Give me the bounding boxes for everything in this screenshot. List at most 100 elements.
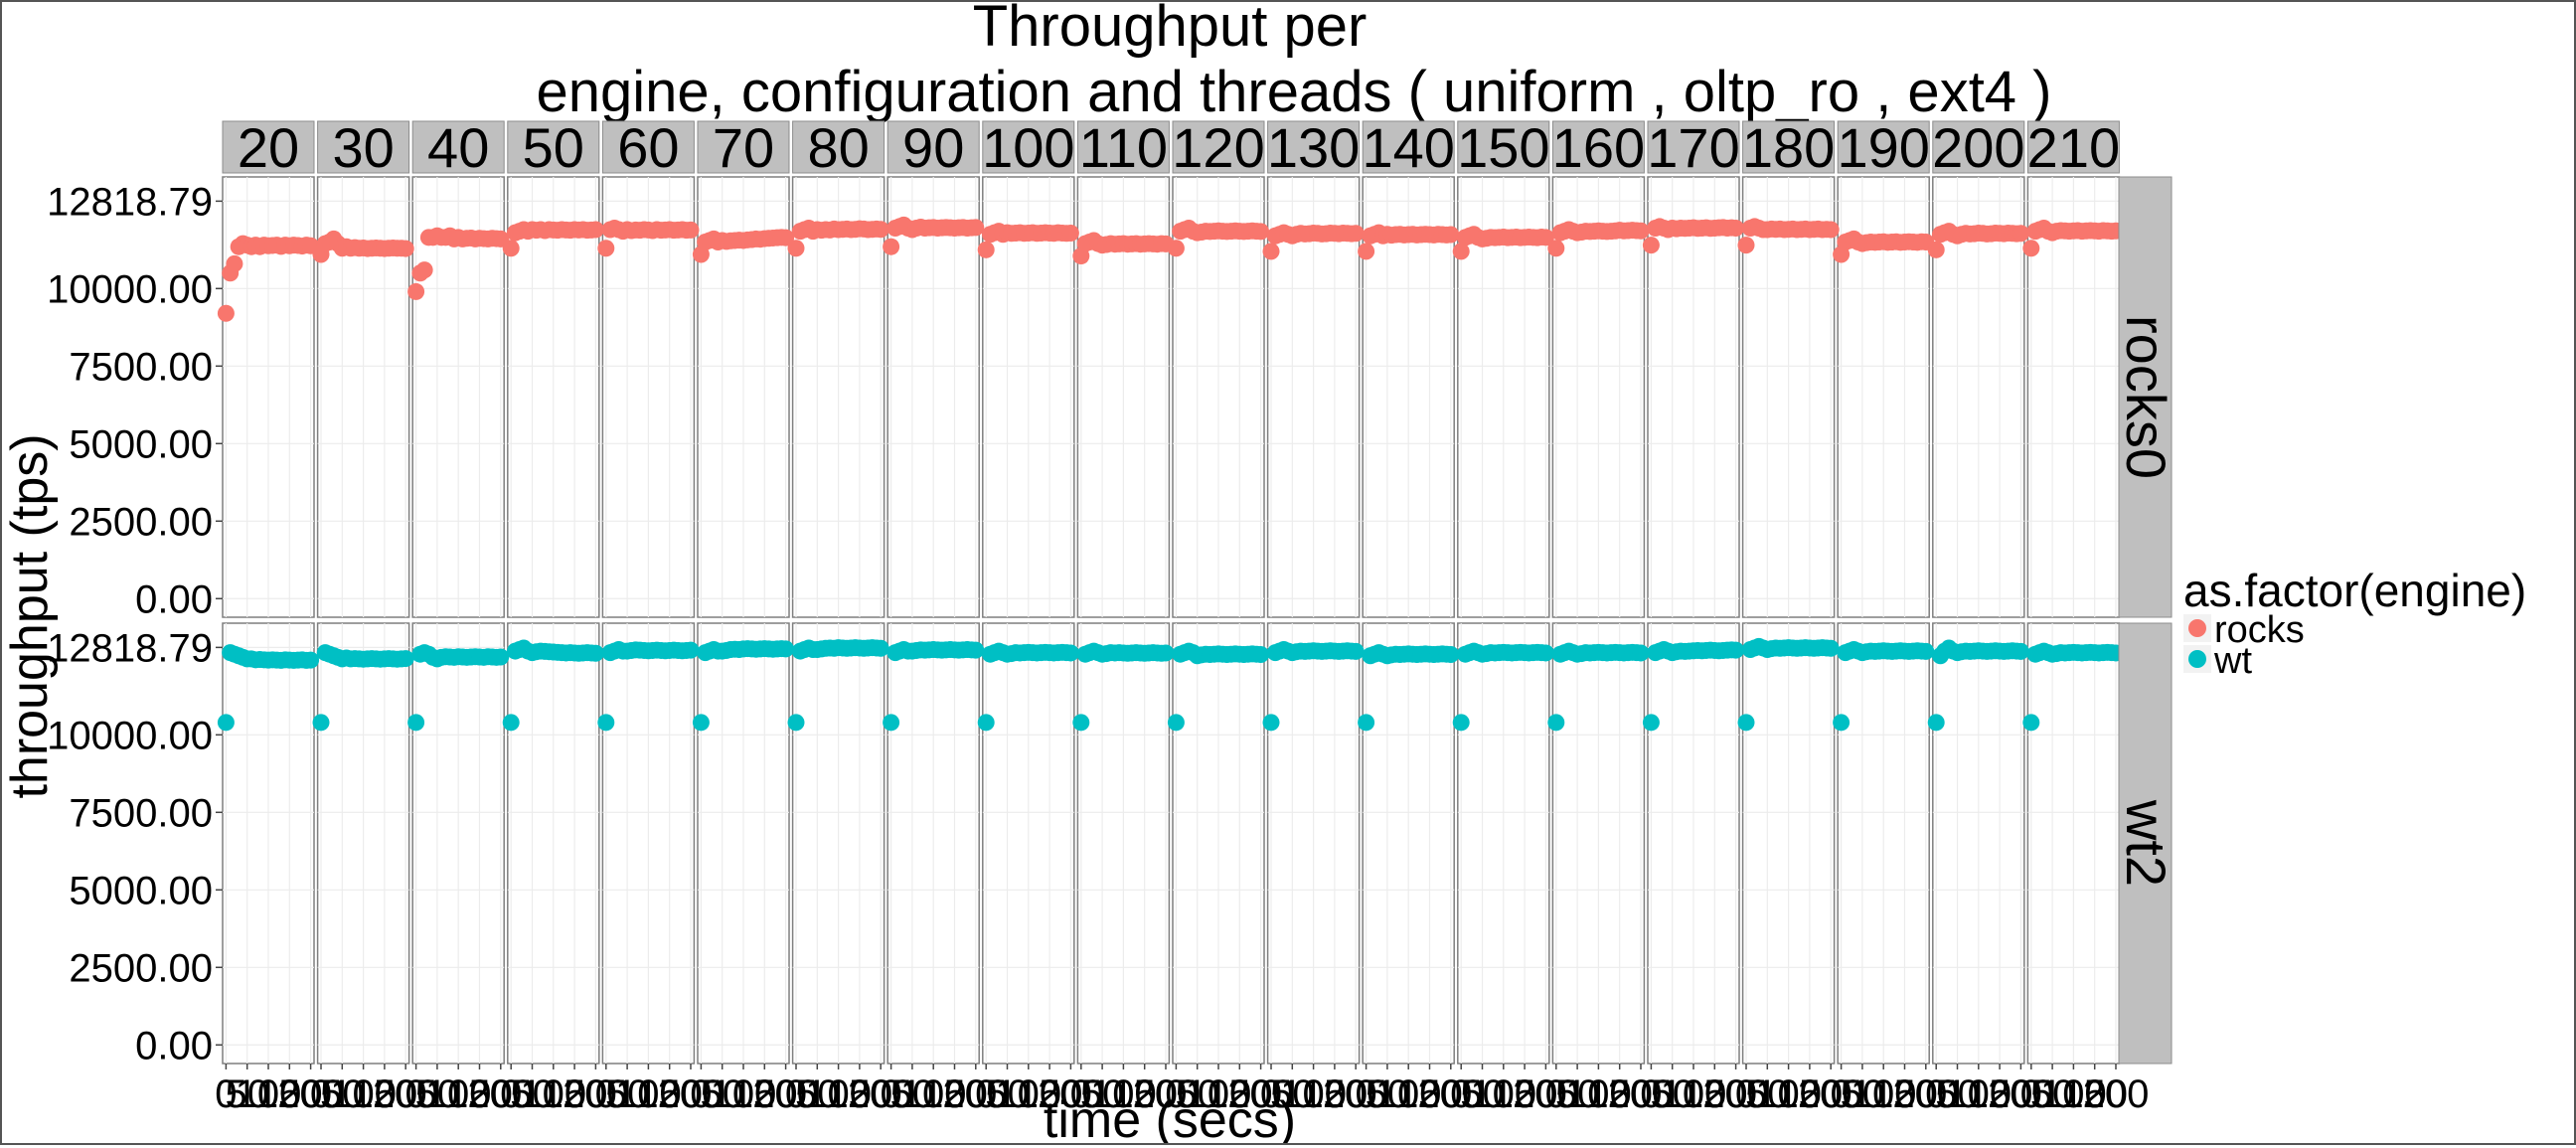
x-tick-label: 0 xyxy=(500,1072,522,1116)
data-point xyxy=(1358,243,1375,260)
data-point xyxy=(1547,240,1565,257)
x-tick-label: 0 xyxy=(1735,1072,1757,1116)
column-strip-label: 40 xyxy=(427,116,489,179)
x-tick-label: 100 xyxy=(425,1072,492,1116)
data-point xyxy=(883,238,900,255)
x-tick-label: 150 xyxy=(731,1072,798,1116)
x-tick-label: 200 xyxy=(2083,1072,2150,1116)
facet-strips: rocks0 wt2 20 30 40 50 60 70 80 90 100 110 120 130 140… xyxy=(222,116,2177,1065)
x-tick-label: 200 xyxy=(848,1072,914,1116)
column-strip xyxy=(1551,120,1645,174)
column-strip-label: 130 xyxy=(1267,116,1360,179)
column-strip-label: 150 xyxy=(1457,116,1549,179)
column-strip xyxy=(1362,120,1455,174)
column-strip-label: 200 xyxy=(1932,116,2024,179)
data-point xyxy=(597,240,615,257)
x-tick-label: 50 xyxy=(2030,1072,2075,1116)
data-point xyxy=(1072,714,1090,732)
x-tick-label: 100 xyxy=(1280,1072,1347,1116)
data-point xyxy=(1157,644,1175,662)
data-point xyxy=(415,261,433,279)
column-strip-label: 50 xyxy=(523,116,584,179)
x-tick-label: 50 xyxy=(1745,1072,1790,1116)
data-point xyxy=(1262,714,1280,732)
column-strip xyxy=(1647,120,1740,174)
x-tick-label: 50 xyxy=(415,1072,460,1116)
x-tick-label: 50 xyxy=(1935,1072,1980,1116)
x-tick-label: 50 xyxy=(890,1072,935,1116)
column-strip xyxy=(1172,120,1265,174)
x-tick-label: 50 xyxy=(985,1072,1030,1116)
data-point xyxy=(1642,714,1660,732)
x-tick-label: 200 xyxy=(1608,1072,1675,1116)
x-tick-label: 100 xyxy=(1661,1072,1727,1116)
column-strip xyxy=(886,120,980,174)
data-point xyxy=(1737,237,1755,254)
x-tick-label: 50 xyxy=(700,1072,744,1116)
facet-panels xyxy=(217,176,2125,1065)
data-point xyxy=(1262,243,1280,260)
x-tick-label: 150 xyxy=(636,1072,703,1116)
data-point xyxy=(967,219,985,237)
column-strip-label: 80 xyxy=(807,116,869,179)
data-point xyxy=(302,651,320,669)
data-point xyxy=(1737,714,1755,732)
data-point xyxy=(787,714,805,732)
x-tick-label: 150 xyxy=(1586,1072,1653,1116)
data-point xyxy=(2022,714,2040,732)
column-strip-label: 90 xyxy=(902,116,964,179)
x-tick-label: 50 xyxy=(1650,1072,1694,1116)
x-tick-label: 150 xyxy=(1302,1072,1368,1116)
data-point xyxy=(1727,641,1745,659)
x-tick-label: 100 xyxy=(1090,1072,1157,1116)
column-strip xyxy=(1932,120,2025,174)
x-tick-label: 200 xyxy=(1798,1072,1864,1116)
data-point xyxy=(1167,714,1185,732)
data-point xyxy=(407,714,425,732)
data-point xyxy=(226,254,243,272)
data-point xyxy=(682,221,700,239)
y-axis-label: throughput (tps) xyxy=(2,433,59,798)
y-tick-label: 10000.00 xyxy=(47,714,213,757)
x-tick-label: 50 xyxy=(1366,1072,1410,1116)
column-strip xyxy=(317,120,410,174)
y-tick-label: 12818.79 xyxy=(47,626,213,670)
x-tick-label: 200 xyxy=(1227,1072,1294,1116)
x-tick-label: 0 xyxy=(1070,1072,1092,1116)
data-point xyxy=(397,240,414,257)
data-point xyxy=(217,714,235,732)
x-axis-label: time (secs) xyxy=(1044,1091,1296,1143)
x-tick-label: 100 xyxy=(236,1072,302,1116)
x-tick-label: 0 xyxy=(975,1072,997,1116)
chart-title-line-2: engine, configuration and threads ( unif… xyxy=(537,60,2052,124)
column-strip xyxy=(507,120,600,174)
data-point xyxy=(492,648,510,666)
data-point xyxy=(1252,223,1270,241)
x-tick-label: 0 xyxy=(1925,1072,1947,1116)
data-point xyxy=(1833,714,1851,732)
legend-label-wt: wt xyxy=(2213,640,2252,682)
x-tick-label: 150 xyxy=(1017,1072,1083,1116)
data-point xyxy=(977,714,995,732)
data-point xyxy=(407,282,425,300)
data-point xyxy=(2012,225,2029,243)
x-tick-label: 200 xyxy=(1892,1072,1959,1116)
y-tick-label: 7500.00 xyxy=(69,791,213,835)
column-strip xyxy=(601,120,695,174)
x-tick-label: 50 xyxy=(605,1072,650,1116)
x-tick-label: 150 xyxy=(1777,1072,1844,1116)
data-point xyxy=(1442,226,1460,244)
x-tick-label: 0 xyxy=(1545,1072,1567,1116)
data-point xyxy=(502,714,520,732)
x-tick-label: 50 xyxy=(225,1072,269,1116)
column-strip xyxy=(222,120,315,174)
column-strip xyxy=(697,120,790,174)
column-strip xyxy=(982,120,1075,174)
column-strip-label: 100 xyxy=(982,116,1074,179)
data-point xyxy=(1822,639,1840,657)
x-tick-label: 150 xyxy=(1871,1072,1938,1116)
y-tick-label: 2500.00 xyxy=(69,500,213,544)
data-point xyxy=(586,221,604,239)
